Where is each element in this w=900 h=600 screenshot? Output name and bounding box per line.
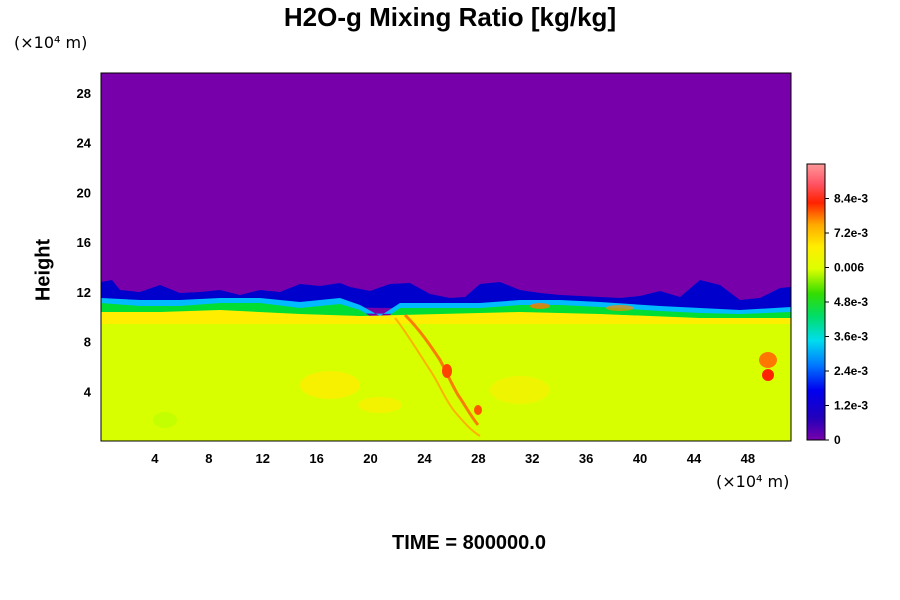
colorbar-tick-label: 3.6e-3	[834, 330, 868, 344]
x-tick-label: 48	[741, 451, 755, 466]
y-tick-label: 16	[77, 235, 91, 250]
high-humidity-spot	[442, 364, 452, 378]
high-humidity-spot	[474, 405, 482, 415]
colorbar-tick-label: 4.8e-3	[834, 295, 868, 309]
x-tick-label: 8	[205, 451, 212, 466]
colorbar-tick-label: 8.4e-3	[834, 192, 868, 206]
high-humidity-spot	[530, 303, 550, 309]
y-tick-label: 12	[77, 285, 91, 300]
x-tick-label: 12	[255, 451, 269, 466]
y-tick-label: 8	[84, 335, 91, 350]
x-tick-label: 44	[687, 451, 702, 466]
x-tick-label: 20	[363, 451, 377, 466]
transition-band-yellow	[101, 310, 791, 324]
colorbar-tick-label: 0.006	[834, 261, 864, 275]
x-tick-label: 4	[151, 451, 159, 466]
heatmap-plot-area	[100, 72, 792, 442]
colorbar-gradient	[807, 164, 825, 440]
y-tick-label: 28	[77, 86, 91, 101]
colorbar-tick-label: 2.4e-3	[834, 364, 868, 378]
x-tick-label: 28	[471, 451, 485, 466]
time-label: TIME = 800000.0	[392, 532, 546, 554]
high-humidity-spot	[759, 352, 777, 368]
x-tick-label: 40	[633, 451, 647, 466]
y-tick-label: 4	[84, 384, 92, 399]
moist-patch	[490, 376, 550, 404]
colorbar-ticks: 0 1.2e-3 2.4e-3 3.6e-3 4.8e-3 0.006 7.2e-3 8.4e…	[825, 192, 868, 447]
moist-patch	[300, 371, 360, 399]
high-humidity-plume	[394, 317, 481, 437]
moist-patch	[153, 412, 177, 428]
high-humidity-spot	[762, 369, 774, 381]
y-axis-unit: (×10⁴ m)	[14, 33, 88, 52]
y-axis-ticks: 4 8 12 16 20 24 28	[77, 86, 92, 399]
x-tick-label: 36	[579, 451, 593, 466]
moist-region	[101, 318, 791, 441]
moist-patch	[358, 397, 402, 413]
high-humidity-plume	[403, 313, 480, 426]
colorbar-tick-label: 7.2e-3	[834, 226, 868, 240]
colorbar: 0 1.2e-3 2.4e-3 3.6e-3 4.8e-3 0.006 7.2e-3 8.4e…	[806, 163, 868, 447]
colorbar-tick-label: 1.2e-3	[834, 399, 868, 413]
x-tick-label: 16	[309, 451, 323, 466]
plot-frame	[100, 72, 792, 442]
x-axis-ticks: 4 8 12 16 20 24 28 32 36 40 44 48	[151, 451, 755, 466]
x-tick-label: 24	[417, 451, 432, 466]
high-humidity-spot	[606, 305, 634, 311]
y-tick-label: 20	[77, 185, 91, 200]
y-tick-label: 24	[77, 136, 92, 151]
x-axis-unit: (×10⁴ m)	[716, 472, 790, 491]
x-tick-label: 32	[525, 451, 539, 466]
chart-title: H2O-g Mixing Ratio [kg/kg]	[283, 2, 617, 32]
colorbar-tick-label: 0	[834, 433, 841, 447]
